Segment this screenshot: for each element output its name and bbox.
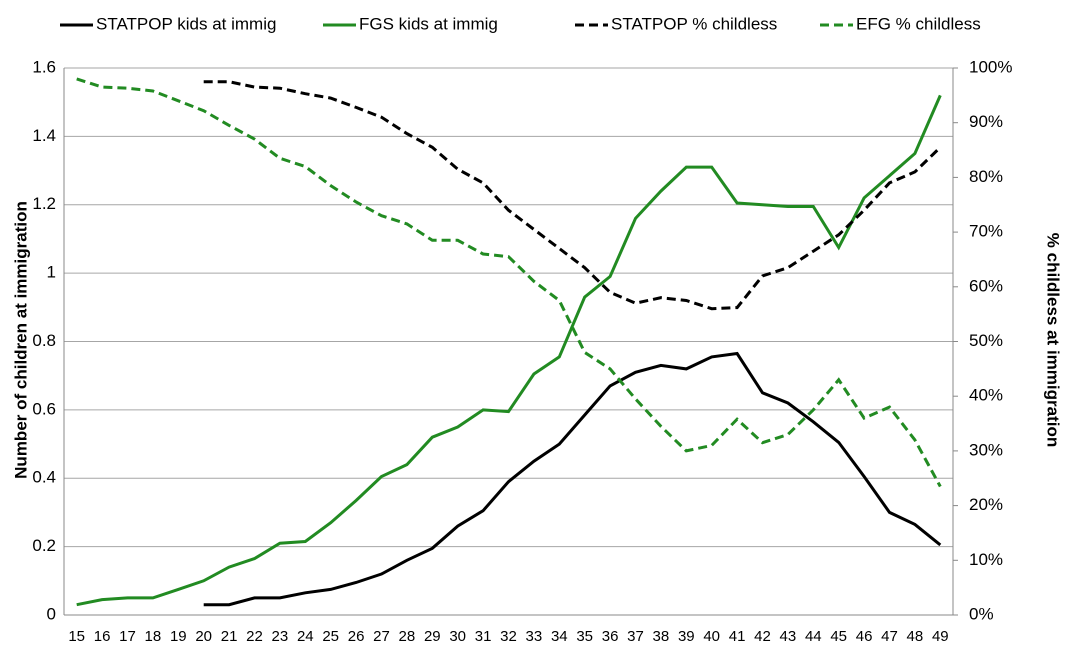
x-tick-label: 27 <box>373 628 390 645</box>
y-tick-label: 0.6 <box>32 399 56 418</box>
x-tick-label: 42 <box>754 628 771 645</box>
y-tick-label: 0.2 <box>32 536 56 555</box>
series-line <box>76 77 942 488</box>
x-tick-label: 48 <box>907 628 924 645</box>
x-tick-label: 32 <box>500 628 517 645</box>
x-tick-label: 28 <box>399 628 416 645</box>
y2-axis-title: % childless at immigration <box>1044 233 1063 447</box>
x-tick-label: 33 <box>526 628 543 645</box>
series-line <box>203 80 942 311</box>
y-tick-label: 0.4 <box>32 468 56 487</box>
y2-tick-label: 60% <box>969 276 1003 295</box>
x-tick-label: 15 <box>68 628 85 645</box>
y2-tick-label: 10% <box>969 550 1003 569</box>
y-tick-label: 1.2 <box>32 194 56 213</box>
y2-tick-label: 70% <box>969 222 1003 241</box>
x-tick-label: 44 <box>805 628 822 645</box>
y-tick-label: 1 <box>47 263 56 282</box>
legend-label: STATPOP % childless <box>611 14 777 33</box>
x-tick-label: 37 <box>627 628 644 645</box>
x-tick-label: 45 <box>830 628 847 645</box>
x-tick-label: 29 <box>424 628 441 645</box>
x-tick-label: 26 <box>348 628 365 645</box>
y2-tick-label: 30% <box>969 440 1003 459</box>
y-tick-label: 0.8 <box>32 331 56 350</box>
x-tick-label: 49 <box>932 628 949 645</box>
x-tick-label: 17 <box>119 628 136 645</box>
y2-tick-label: 50% <box>969 331 1003 350</box>
y-tick-label: 1.4 <box>32 126 56 145</box>
x-tick-label: 30 <box>449 628 466 645</box>
x-tick-label: 18 <box>145 628 162 645</box>
x-tick-label: 43 <box>780 628 797 645</box>
y2-tick-label: 0% <box>969 604 994 623</box>
y2-tick-label: 20% <box>969 495 1003 514</box>
x-tick-label: 47 <box>881 628 898 645</box>
y-tick-label: 1.6 <box>32 57 56 76</box>
legend-label: STATPOP kids at immig <box>96 14 276 33</box>
x-tick-label: 36 <box>602 628 619 645</box>
series-line <box>76 94 942 607</box>
x-tick-label: 35 <box>576 628 593 645</box>
y2-tick-label: 80% <box>969 167 1003 186</box>
x-tick-label: 20 <box>195 628 212 645</box>
x-tick-label: 19 <box>170 628 187 645</box>
x-tick-label: 25 <box>322 628 339 645</box>
x-tick-label: 31 <box>475 628 492 645</box>
series-line <box>203 351 942 607</box>
y2-tick-label: 90% <box>969 112 1003 131</box>
x-tick-label: 40 <box>703 628 720 645</box>
x-tick-label: 22 <box>246 628 263 645</box>
y-tick-label: 0 <box>47 604 56 623</box>
legend-label: EFG % childless <box>856 14 981 33</box>
x-tick-label: 39 <box>678 628 695 645</box>
x-tick-label: 38 <box>653 628 670 645</box>
legend-label: FGS kids at immig <box>359 14 498 33</box>
x-tick-label: 23 <box>272 628 289 645</box>
y-axis-title: Number of children at immigration <box>11 201 30 479</box>
x-tick-label: 21 <box>221 628 238 645</box>
x-tick-label: 16 <box>94 628 111 645</box>
x-tick-label: 46 <box>856 628 873 645</box>
x-tick-label: 34 <box>551 628 568 645</box>
y2-tick-label: 100% <box>969 57 1012 76</box>
x-tick-label: 24 <box>297 628 314 645</box>
x-tick-label: 41 <box>729 628 746 645</box>
y2-tick-label: 40% <box>969 386 1003 405</box>
